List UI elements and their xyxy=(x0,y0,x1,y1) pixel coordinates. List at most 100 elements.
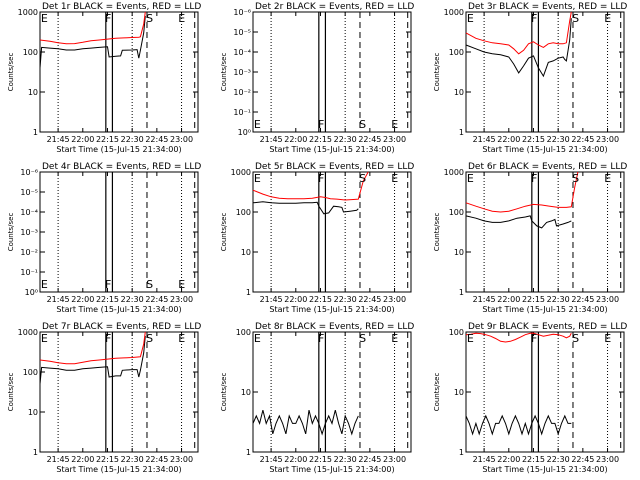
x-tick-label: 21:45 xyxy=(260,455,283,464)
y-tick-label: 1 xyxy=(33,448,38,457)
chart-panel-6: Det 6r BLACK = Events, RED = LLD 1 10 100 10… xyxy=(433,162,627,314)
y-axis-label: Counts/sec xyxy=(220,373,228,412)
x-tick-label: 22:45 xyxy=(145,135,168,144)
y-tick-label: 10⁻⁶ xyxy=(233,8,251,17)
series-line-lld xyxy=(465,171,579,213)
y-tick-label: 1 xyxy=(246,288,251,297)
event-marker-s: S xyxy=(146,278,153,291)
event-marker-f: F xyxy=(105,332,111,345)
x-tick-label: 23:00 xyxy=(596,135,619,144)
y-axis-label: Counts/sec xyxy=(220,213,228,252)
x-axis-label: Start Time (15-Jul-15 21:34:00) xyxy=(482,305,607,314)
x-tick-label: 23:00 xyxy=(383,295,406,304)
chart-title: Det 7r BLACK = Events, RED = LLD xyxy=(42,322,201,332)
y-tick-label: 1000 xyxy=(18,328,38,337)
x-tick-label: 22:15 xyxy=(96,295,119,304)
x-axis-label: Start Time (15-Jul-15 21:34:00) xyxy=(269,465,394,474)
y-tick-label: 1000 xyxy=(231,168,251,177)
plot-frame xyxy=(39,171,199,293)
plot-frame xyxy=(252,11,412,133)
y-tick-label: 10⁻¹ xyxy=(20,268,38,277)
x-tick-label: 22:15 xyxy=(309,455,332,464)
chart-title: Det 9r BLACK = Events, RED = LLD xyxy=(468,322,627,332)
x-tick-label: 22:45 xyxy=(358,455,381,464)
event-marker-e: E xyxy=(604,12,611,25)
x-tick-label: 22:15 xyxy=(522,135,545,144)
y-tick-label: 10⁻² xyxy=(233,88,251,97)
y-tick-label: 1000 xyxy=(18,8,38,17)
chart-panel-3: Det 3r BLACK = Events, RED = LLD 1 10 100 10… xyxy=(433,2,627,154)
event-marker-e: E xyxy=(178,12,185,25)
series-line-lld xyxy=(39,331,146,365)
event-marker-e: E xyxy=(178,278,185,291)
x-axis-label: Start Time (15-Jul-15 21:34:00) xyxy=(269,305,394,314)
x-tick-label: 22:30 xyxy=(334,455,357,464)
x-tick-label: 23:00 xyxy=(596,295,619,304)
y-tick-label: 10⁻³ xyxy=(20,228,38,237)
x-tick-label: 22:00 xyxy=(284,455,307,464)
y-axis-label: Counts/sec xyxy=(7,373,15,412)
x-tick-label: 22:15 xyxy=(522,295,545,304)
x-tick-label: 22:30 xyxy=(547,135,570,144)
x-tick-label: 22:45 xyxy=(571,135,594,144)
x-tick-label: 22:30 xyxy=(547,455,570,464)
x-tick-label: 22:30 xyxy=(121,455,144,464)
event-marker-f: F xyxy=(105,278,111,291)
chart-panel-2: Det 2r BLACK = Events, RED = LLD 10⁰ 10⁻¹ 1… xyxy=(220,2,414,154)
y-axis-label: Counts/sec xyxy=(7,213,15,252)
chart-title: Det 2r BLACK = Events, RED = LLD xyxy=(255,2,414,12)
x-tick-label: 22:30 xyxy=(334,135,357,144)
y-tick-label: 10 xyxy=(454,388,464,397)
x-tick-label: 22:30 xyxy=(334,295,357,304)
y-tick-label: 10⁰ xyxy=(25,288,38,297)
series-line-events xyxy=(252,409,359,436)
x-tick-label: 22:45 xyxy=(571,455,594,464)
x-tick-label: 23:00 xyxy=(170,135,193,144)
y-tick-label: 100 xyxy=(236,208,251,217)
event-marker-f: F xyxy=(318,332,324,345)
chart-title: Det 1r BLACK = Events, RED = LLD xyxy=(42,2,201,12)
x-tick-label: 22:00 xyxy=(497,295,520,304)
event-marker-s: S xyxy=(572,172,579,185)
event-marker-s: S xyxy=(572,332,579,345)
plot-frame xyxy=(465,331,625,453)
x-tick-label: 21:45 xyxy=(260,135,283,144)
chart-panel-4: Det 4r BLACK = Events, RED = LLD 10⁰ 10⁻¹ 1… xyxy=(7,162,201,314)
x-tick-label: 22:45 xyxy=(358,295,381,304)
series-line-lld xyxy=(252,171,369,201)
series-line-events xyxy=(465,215,572,229)
series-line-events xyxy=(39,335,146,385)
plot-frame xyxy=(252,331,412,453)
x-axis-label: Start Time (15-Jul-15 21:34:00) xyxy=(56,145,181,154)
y-tick-label: 10⁻⁵ xyxy=(20,188,38,197)
series-line-events xyxy=(39,15,146,68)
series-line-events xyxy=(465,414,572,436)
y-tick-label: 10⁻⁶ xyxy=(20,168,38,177)
x-tick-label: 23:00 xyxy=(596,455,619,464)
event-marker-e: E xyxy=(254,172,261,185)
y-tick-label: 10⁻³ xyxy=(233,68,251,77)
y-tick-label: 10 xyxy=(28,408,38,417)
x-tick-label: 23:00 xyxy=(170,295,193,304)
x-axis-label: Start Time (15-Jul-15 21:34:00) xyxy=(482,465,607,474)
y-tick-label: 1000 xyxy=(444,8,464,17)
x-tick-label: 22:30 xyxy=(547,295,570,304)
plot-frame xyxy=(39,11,199,133)
y-tick-label: 10⁻¹ xyxy=(233,108,251,117)
event-marker-f: F xyxy=(531,172,537,185)
event-marker-e: E xyxy=(41,332,48,345)
event-marker-e: E xyxy=(391,118,398,131)
event-marker-e: E xyxy=(467,12,474,25)
y-axis-label: Counts/sec xyxy=(433,213,441,252)
y-tick-label: 10 xyxy=(454,248,464,257)
y-tick-label: 100 xyxy=(23,368,38,377)
x-tick-label: 22:45 xyxy=(358,135,381,144)
x-tick-label: 22:00 xyxy=(284,135,307,144)
x-axis-label: Start Time (15-Jul-15 21:34:00) xyxy=(482,145,607,154)
x-tick-label: 22:15 xyxy=(309,135,332,144)
series-line-lld xyxy=(465,332,572,343)
event-marker-e: E xyxy=(391,172,398,185)
y-tick-label: 10⁰ xyxy=(238,128,251,137)
chart-title: Det 6r BLACK = Events, RED = LLD xyxy=(468,162,627,172)
x-tick-label: 21:45 xyxy=(473,455,496,464)
